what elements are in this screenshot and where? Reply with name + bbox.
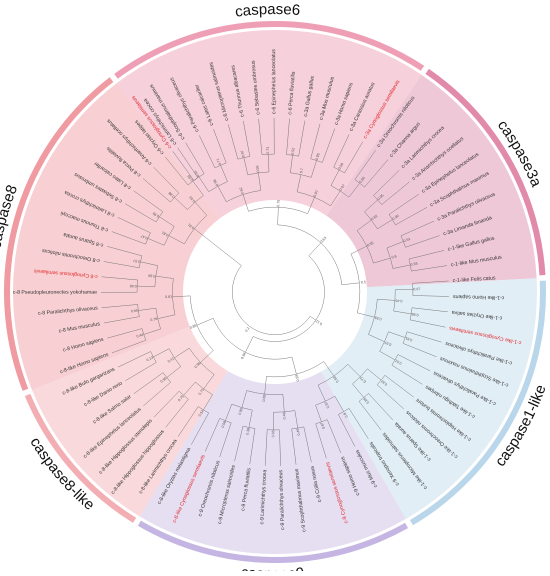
leaf-label: c-6 Epinephelus lanceolatus — [271, 49, 277, 114]
internal-branch — [310, 316, 316, 320]
bootstrap-value: 0.66 — [271, 430, 275, 437]
bootstrap-value: 0.81 — [165, 295, 172, 299]
bootstrap-value: 0.45 — [395, 299, 402, 303]
internal-arc — [232, 266, 310, 335]
bootstrap-value: 0.93 — [295, 374, 301, 382]
bootstrap-value: 0.75 — [276, 200, 280, 207]
clade-label-caspase9: caspase9 — [240, 564, 305, 571]
bootstrap-value: 0.88 — [262, 394, 267, 401]
bootstrap-value: 0.5 — [361, 280, 366, 285]
bootstrap-value: 0.2 — [244, 326, 250, 332]
internal-branch — [245, 336, 253, 352]
bootstrap-value: 0.71 — [266, 147, 270, 154]
bootstrap-value: 0.12 — [315, 319, 323, 326]
clade-label-caspase6: caspase6 — [234, 1, 301, 21]
internal-branch — [197, 318, 213, 325]
leaf-label: c-8 Pseudopleuronectes yokohamae — [13, 290, 97, 296]
internal-branch — [194, 229, 241, 266]
bootstrap-value: 0.97 — [413, 287, 420, 291]
internal-arc — [253, 256, 324, 342]
internal-branch — [292, 357, 296, 374]
internal-arc — [213, 318, 292, 359]
bootstrap-value: 0.85 — [189, 324, 197, 330]
bootstrap-value: 0.48 — [282, 412, 287, 419]
bootstrap-value: 0.68 — [130, 284, 137, 288]
internal-branch — [309, 243, 321, 256]
bootstrap-value: 0.63 — [320, 236, 328, 244]
bootstrap-value: 0.94 — [240, 352, 247, 360]
internal-branch — [342, 283, 360, 285]
internal-branch — [278, 207, 279, 225]
